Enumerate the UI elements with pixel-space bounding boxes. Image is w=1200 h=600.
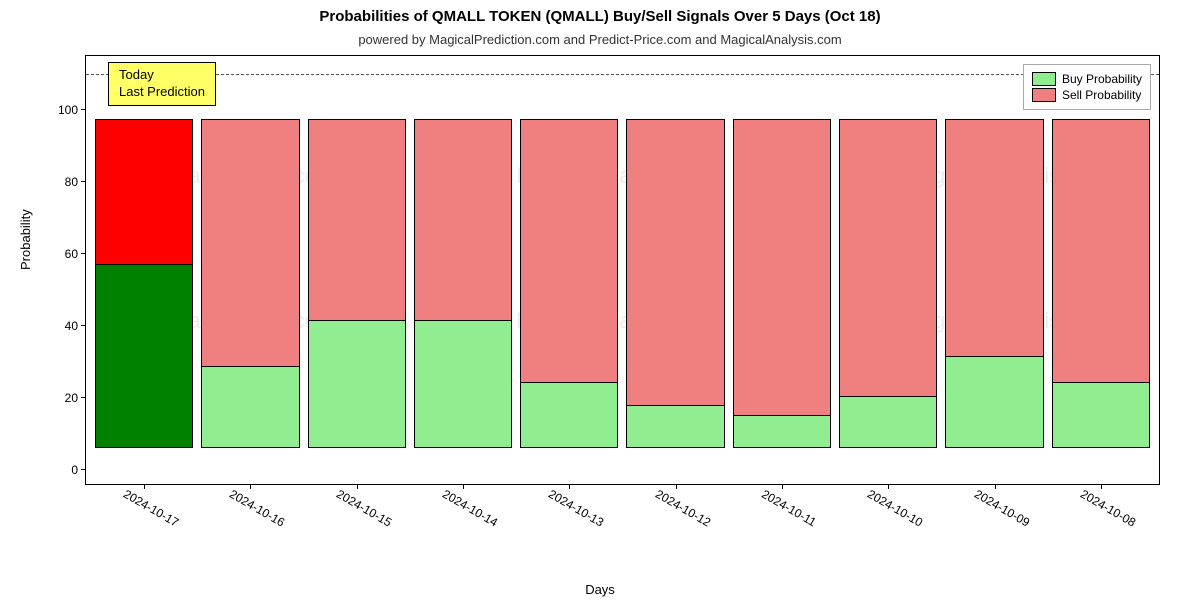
x-tick-mark	[250, 484, 251, 489]
chart-subtitle: powered by MagicalPrediction.com and Pre…	[0, 32, 1200, 47]
bar-group: 2024-10-14	[414, 56, 512, 484]
legend-swatch	[1032, 72, 1056, 86]
sell-bar-segment	[733, 119, 831, 416]
bar-group: 2024-10-15	[308, 56, 406, 484]
legend-item: Buy Probability	[1032, 72, 1142, 86]
bar-group: 2024-10-17	[95, 56, 193, 484]
x-tick-label: 2024-10-08	[1078, 487, 1138, 530]
callout-line1: Today	[119, 67, 205, 84]
buy-bar-segment	[308, 320, 406, 449]
x-tick-mark	[144, 484, 145, 489]
buy-bar-segment	[733, 415, 831, 448]
bar-group: 2024-10-13	[520, 56, 618, 484]
y-axis-label: Probability	[18, 209, 33, 270]
x-tick-mark	[1101, 484, 1102, 489]
y-tick-label: 60	[65, 247, 78, 261]
y-tick-label: 80	[65, 175, 78, 189]
buy-bar-segment	[626, 405, 724, 448]
x-tick-mark	[463, 484, 464, 489]
x-tick-label: 2024-10-09	[972, 487, 1032, 530]
buy-bar-segment	[201, 366, 299, 448]
x-tick-label: 2024-10-12	[653, 487, 713, 530]
sell-bar-segment	[95, 119, 193, 264]
legend-item: Sell Probability	[1032, 88, 1142, 102]
y-tick-label: 40	[65, 319, 78, 333]
buy-bar-segment	[520, 382, 618, 448]
buy-bar-segment	[945, 356, 1043, 448]
sell-bar-segment	[414, 119, 512, 320]
bar-group: 2024-10-10	[839, 56, 937, 484]
sell-bar-segment	[945, 119, 1043, 356]
x-tick-mark	[782, 484, 783, 489]
buy-bar-segment	[839, 396, 937, 449]
sell-bar-segment	[520, 119, 618, 383]
chart-container: Probabilities of QMALL TOKEN (QMALL) Buy…	[0, 0, 1200, 600]
x-tick-label: 2024-10-11	[759, 487, 818, 529]
x-tick-label: 2024-10-17	[121, 487, 181, 530]
x-tick-label: 2024-10-16	[227, 487, 287, 530]
legend-swatch	[1032, 88, 1056, 102]
callout-line2: Last Prediction	[119, 84, 205, 101]
x-tick-label: 2024-10-13	[546, 487, 606, 530]
bar-group: 2024-10-12	[626, 56, 724, 484]
bar-group: 2024-10-16	[201, 56, 299, 484]
chart-title: Probabilities of QMALL TOKEN (QMALL) Buy…	[0, 8, 1200, 25]
today-callout: TodayLast Prediction	[108, 62, 216, 106]
x-tick-mark	[676, 484, 677, 489]
bar-group: 2024-10-09	[945, 56, 1043, 484]
legend-label: Buy Probability	[1062, 72, 1142, 86]
x-tick-label: 2024-10-10	[865, 487, 925, 530]
x-tick-label: 2024-10-15	[334, 487, 394, 530]
sell-bar-segment	[839, 119, 937, 396]
x-axis-label: Days	[0, 582, 1200, 597]
sell-bar-segment	[201, 119, 299, 366]
sell-bar-segment	[626, 119, 724, 406]
bar-group: 2024-10-11	[733, 56, 831, 484]
y-tick-label: 0	[71, 463, 78, 477]
sell-bar-segment	[308, 119, 406, 320]
y-tick-label: 100	[58, 103, 78, 117]
bars-container: 2024-10-172024-10-162024-10-152024-10-14…	[86, 56, 1159, 484]
y-tick-label: 20	[65, 391, 78, 405]
x-tick-mark	[888, 484, 889, 489]
legend-label: Sell Probability	[1062, 88, 1141, 102]
x-tick-mark	[569, 484, 570, 489]
x-tick-label: 2024-10-14	[440, 487, 500, 530]
x-tick-mark	[995, 484, 996, 489]
sell-bar-segment	[1052, 119, 1150, 383]
x-tick-mark	[357, 484, 358, 489]
plot-area: MagicalAnalysis.comMagicalAnalysis.comMa…	[85, 55, 1160, 485]
buy-bar-segment	[414, 320, 512, 449]
buy-bar-segment	[1052, 382, 1150, 448]
buy-bar-segment	[95, 264, 193, 449]
legend: Buy Probability Sell Probability	[1023, 64, 1151, 110]
bar-group: 2024-10-08	[1052, 56, 1150, 484]
